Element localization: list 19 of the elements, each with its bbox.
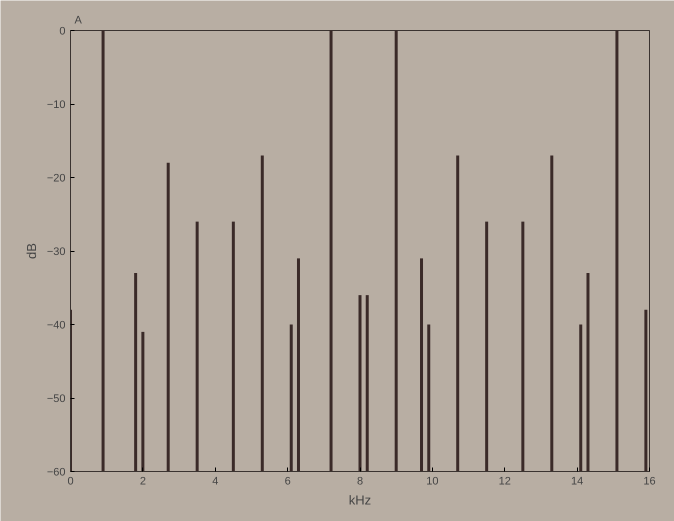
x-tick-label: 0 [67, 476, 74, 488]
x-tick-label: 2 [140, 476, 146, 488]
y-tick-label: −50 [46, 393, 66, 405]
text: A [74, 14, 82, 26]
x-tick-label: 12 [498, 476, 511, 488]
x-tick-label: 10 [426, 476, 439, 488]
x-tick-label: 14 [571, 476, 584, 488]
x-tick-label: 6 [284, 476, 291, 488]
y-tick-label: −30 [46, 246, 66, 258]
x-tick-label: 16 [643, 476, 656, 488]
x-tick-label: 8 [356, 476, 364, 488]
y-tick-label: −40 [46, 320, 66, 332]
y-tick-label: 0 [59, 26, 66, 38]
y-tick-label: −20 [46, 172, 66, 184]
y-axis-title: dB [24, 243, 39, 259]
x-axis-title: kHz [348, 492, 372, 508]
y-tick-label: −60 [46, 466, 66, 478]
y-tick-label: −10 [46, 99, 66, 111]
x-tick-label: 4 [212, 476, 218, 488]
